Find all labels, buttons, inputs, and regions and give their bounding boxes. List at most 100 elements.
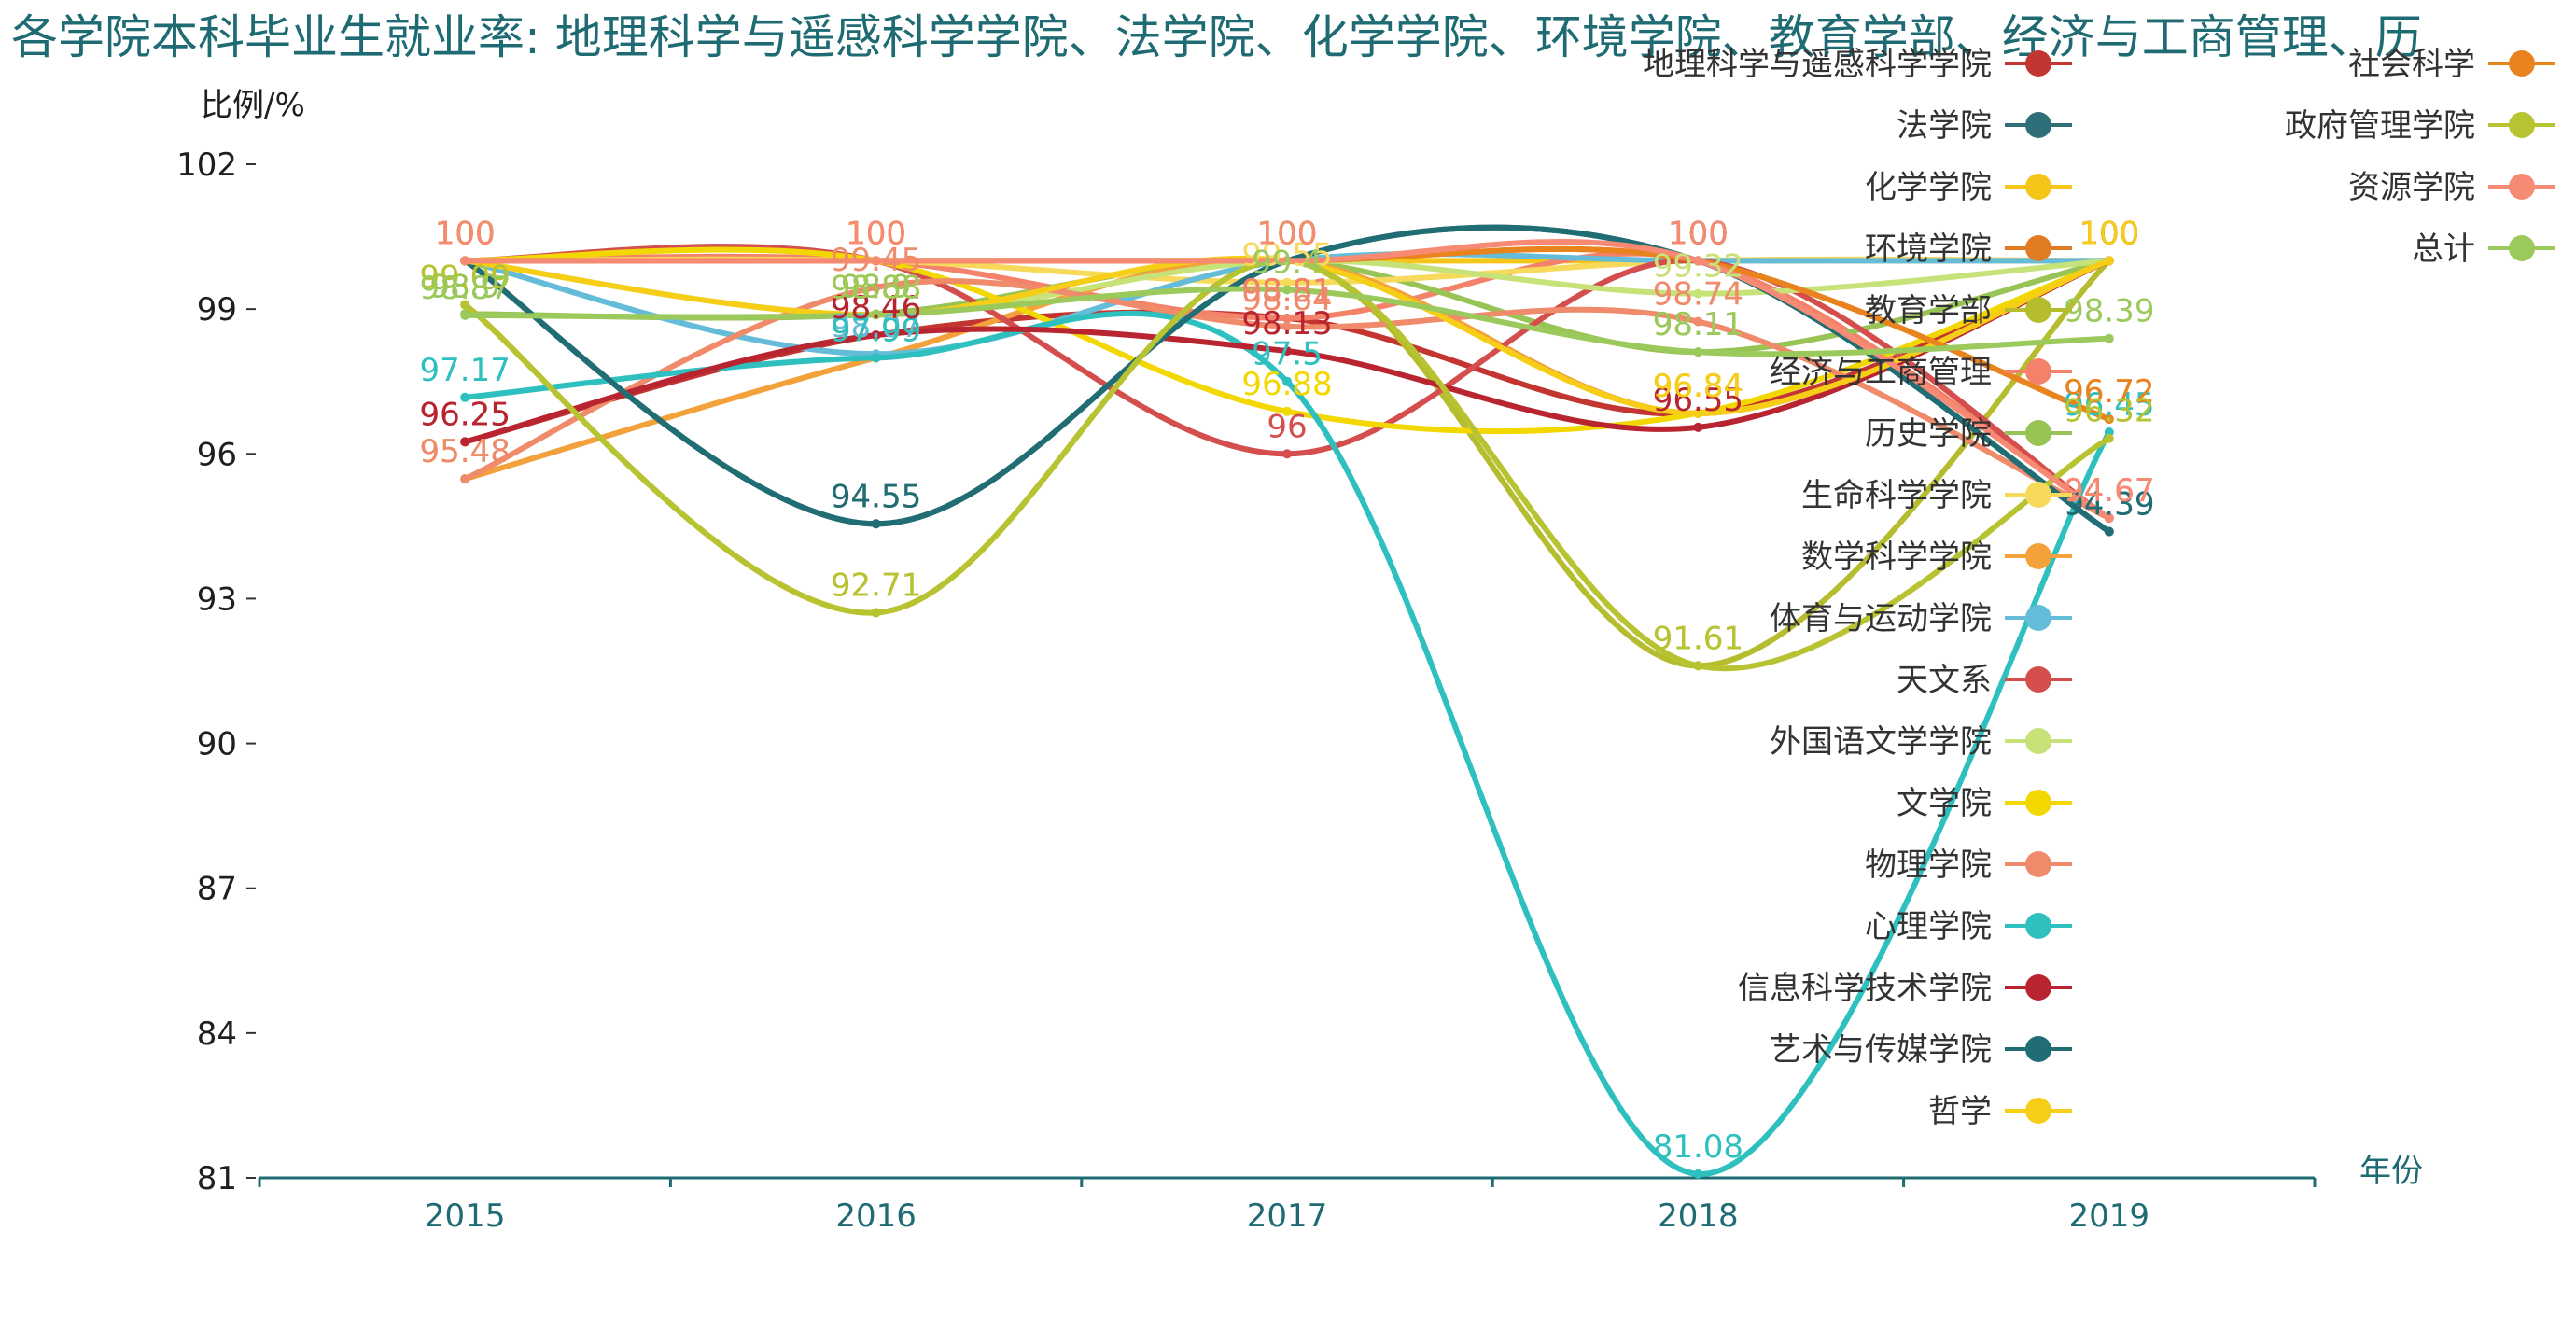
data-label: 100 [1668,215,1729,252]
data-label: 98.07 [831,308,921,345]
legend-item[interactable]: 物理学院 [1865,847,2072,884]
data-label: 94.55 [831,478,921,515]
legend-label: 经济与工商管理 [1770,354,1992,391]
x-tick-label: 2018 [1658,1197,1739,1235]
data-label: 91.61 [1653,620,1743,657]
data-point [2104,256,2114,266]
legend-item[interactable]: 艺术与传媒学院 [1770,1031,2072,1069]
data-label: 98.9 [841,268,912,305]
data-label: 97.99 [831,312,921,349]
legend-item[interactable]: 天文系 [1897,662,2072,699]
data-label: 100 [2079,215,2139,252]
data-label: 100 [1257,215,1318,252]
legend-marker [2509,50,2535,77]
legend-item[interactable]: 资源学院 [2348,169,2555,206]
legend-item[interactable]: 体育与运动学院 [1770,600,2072,637]
data-label: 100 [846,215,906,252]
legend-marker [2025,543,2051,569]
legend-label: 地理科学与遥感科学学院 [1643,46,1992,83]
data-label: 100 [2079,215,2139,252]
legend-item[interactable]: 数学科学学院 [1801,539,2072,576]
data-label: 96.25 [420,396,511,433]
data-label: 100 [435,215,496,252]
data-label: 100 [1668,215,1729,252]
data-label: 100 [846,215,906,252]
legend-item[interactable]: 总计 [2412,231,2555,268]
legend-item[interactable]: 心理学院 [1865,908,2072,945]
legend-item[interactable]: 地理科学与遥感科学学院 [1643,46,2072,83]
data-label: 100 [846,215,906,252]
legend-item[interactable]: 信息科学技术学院 [1738,970,2072,1007]
x-tick-label: 2019 [2069,1197,2150,1235]
legend-item[interactable]: 文学院 [1897,785,2072,822]
legend-item[interactable]: 生命科学学院 [1801,477,2072,514]
data-label: 98.81 [1241,273,1332,310]
data-label: 100 [435,215,496,252]
data-label: 100 [435,215,496,252]
data-labels: 96.25 98.46 98.81 96.84 100 100 94.55 100 100 94.… [420,215,2155,1165]
data-label: 100 [1257,215,1318,252]
legend-label: 生命科学学院 [1801,477,1992,514]
x-axis-label: 年份 [2359,1153,2423,1190]
legend-item[interactable]: 历史学院 [1865,415,2072,453]
data-point [460,437,470,447]
data-label: 98.11 [1653,306,1743,343]
data-label: 98.13 [1241,305,1332,343]
legend-label: 艺术与传媒学院 [1770,1031,1992,1069]
data-label: 100 [1668,215,1729,252]
legend-item[interactable]: 哲学 [1928,1093,2072,1130]
data-label: 100 [2079,215,2139,252]
legend-item[interactable]: 经济与工商管理 [1770,354,2072,391]
data-point [871,330,881,341]
legend-label: 化学学院 [1865,169,1992,206]
data-point [871,519,881,529]
data-label: 96.25 [420,396,511,433]
data-label: 100 [1668,215,1729,252]
legend-marker [2025,297,2051,323]
data-label: 98.88 [831,269,921,306]
data-point [1693,288,1703,299]
data-label: 99.55 [1241,237,1332,274]
data-label: 94.67 [2064,472,2154,510]
legend-marker [2025,790,2051,816]
data-point [460,474,470,484]
data-label: 100 [1257,215,1318,252]
series-line [462,244,2112,522]
legend-item[interactable]: 社会科学 [2348,46,2555,83]
legend-item[interactable]: 化学学院 [1865,169,2072,206]
data-label: 100 [435,215,496,252]
legend-marker [2025,605,2051,631]
data-label: 100 [2079,215,2139,252]
data-point [1282,313,1292,323]
y-tick-label: 96 [197,436,237,473]
legend-item[interactable]: 法学院 [1897,107,2072,145]
data-label: 92.71 [831,567,921,604]
legend-marker [2025,358,2051,385]
legend-marker [2025,112,2051,138]
data-label: 100 [435,215,496,252]
data-label: 94.55 [831,478,921,515]
data-label: 100 [1668,215,1729,252]
data-label: 100 [1257,215,1318,252]
data-label: 98.9 [429,268,500,305]
data-point [1282,277,1292,287]
data-label: 98.87 [420,270,511,307]
data-label: 100 [1257,215,1318,252]
data-label: 94.39 [2064,486,2154,524]
data-label: 100 [1257,215,1318,252]
legend-item[interactable]: 外国语文学学院 [1770,723,2072,761]
legend-label: 哲学 [1928,1093,1992,1130]
data-label: 100 [1257,215,1318,252]
data-label: 100 [1257,215,1318,252]
data-point [1693,256,1703,266]
legend-item[interactable]: 政府管理学院 [2285,107,2555,145]
data-label: 100 [435,215,496,252]
data-label: 98.88 [831,269,921,306]
data-label: 96.84 [1653,368,1743,405]
legend-item[interactable]: 环境学院 [1865,231,2072,268]
legend-marker [2509,112,2535,138]
data-label: 96.55 [1653,382,1743,419]
chart-title: 各学院本科毕业生就业率: 地理科学与遥感科学学院、法学院、化学学院、环境学院、教… [11,10,2422,64]
data-label: 100 [435,215,496,252]
legend-item[interactable]: 教育学部 [1865,292,2072,329]
